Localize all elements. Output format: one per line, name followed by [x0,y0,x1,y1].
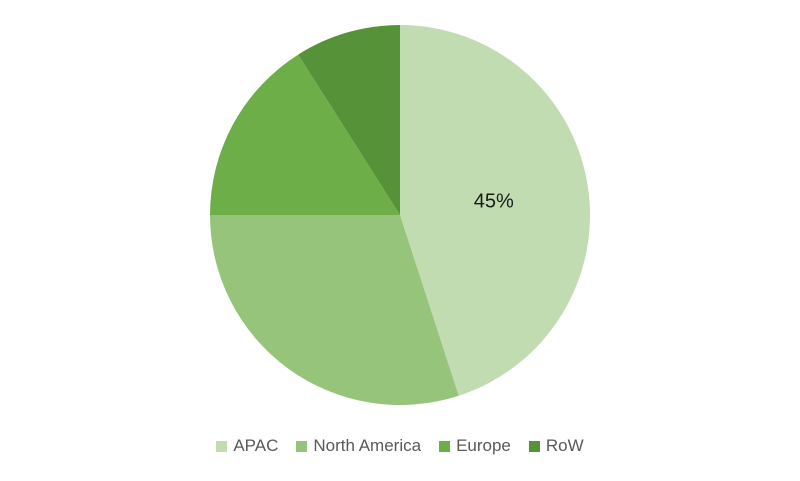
legend-swatch [528,440,540,452]
pie-slice-europe [210,54,400,215]
legend-label: Europe [456,436,511,455]
legend-swatch [216,440,228,452]
legend: APAC North America Europe RoW [0,436,800,456]
pie-slice-row [298,25,400,215]
pie-slices [210,25,590,405]
pie-data-labels: 45% [474,190,514,212]
pie-slice-apac [400,25,590,396]
legend-label: RoW [545,436,584,455]
legend-item-apac: APAC [216,436,278,456]
pie-slice-north-america [210,215,459,405]
legend-item-europe: Europe [439,436,511,456]
legend-item-row: RoW [528,436,584,456]
legend-label: North America [313,436,422,455]
legend-swatch [439,440,451,452]
legend-label: APAC [233,436,279,455]
data-label-apac: 45% [474,190,514,212]
legend-item-north-america: North America [296,436,421,456]
legend-swatch [296,440,308,452]
